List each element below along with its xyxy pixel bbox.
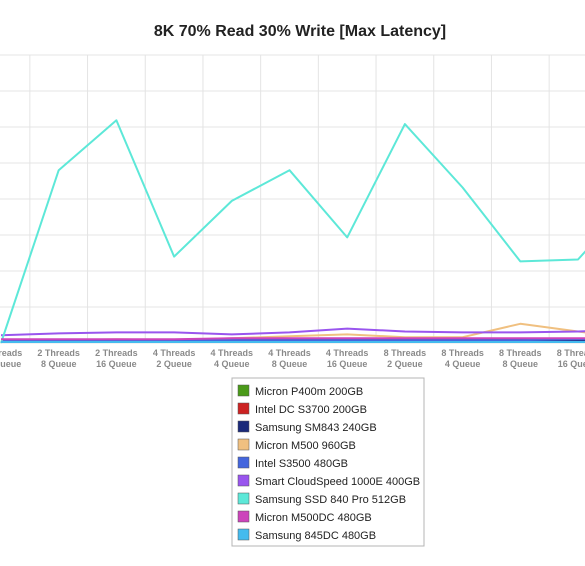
legend-label: Intel DC S3700 200GB	[255, 404, 367, 416]
x-tick-label: 2 Threads 16 Queue	[95, 348, 138, 369]
legend: Micron P400m 200GB Intel DC S3700 200GB Sa…	[231, 377, 425, 547]
legend-swatch	[237, 510, 250, 523]
legend-swatch	[237, 438, 250, 451]
x-tick-label: 4 Threads 8 Queue	[268, 348, 311, 369]
x-tick-label: 4 Threads 2 Queue	[153, 348, 196, 369]
legend-swatch	[237, 402, 250, 415]
legend-swatch	[237, 384, 250, 397]
series-line	[1, 337, 585, 341]
legend-label: Intel S3500 480GB	[255, 458, 348, 470]
gridlines	[0, 54, 585, 344]
x-tick-label: 4 Threads 4 Queue	[211, 348, 254, 369]
legend-label: Micron M500DC 480GB	[255, 512, 372, 524]
legend-swatch	[237, 456, 250, 469]
legend-label: Smart CloudSpeed 1000E 400GB	[255, 476, 420, 488]
x-tick-label: 2 Threads 8 Queue	[37, 348, 80, 369]
legend-label: Samsung SSD 840 Pro 512GB	[255, 494, 406, 506]
series-line	[0, 327, 585, 337]
legend-box	[231, 377, 425, 547]
x-tick-label: 8 Threads 8 Queue	[499, 348, 542, 369]
legend-swatch	[237, 474, 250, 487]
legend-swatch	[237, 420, 250, 433]
chart-title: 8K 70% Read 30% Write [Max Latency]	[154, 23, 446, 40]
series-lines	[0, 119, 585, 344]
legend-label: Samsung 845DC 480GB	[255, 530, 376, 542]
x-tick-label: 8 Threads 2 Queue	[384, 348, 427, 369]
legend-label: Micron M500 960GB	[255, 440, 356, 452]
legend-label: Micron P400m 200GB	[255, 386, 363, 398]
x-tick-label: 8 Threads 4 Queue	[441, 348, 484, 369]
x-tick-label: 4 Threads 16 Queue	[326, 348, 369, 369]
legend-swatch	[237, 528, 250, 541]
legend-swatch	[237, 492, 250, 505]
series-line	[0, 119, 585, 344]
legend-label: Samsung SM843 240GB	[255, 422, 377, 434]
